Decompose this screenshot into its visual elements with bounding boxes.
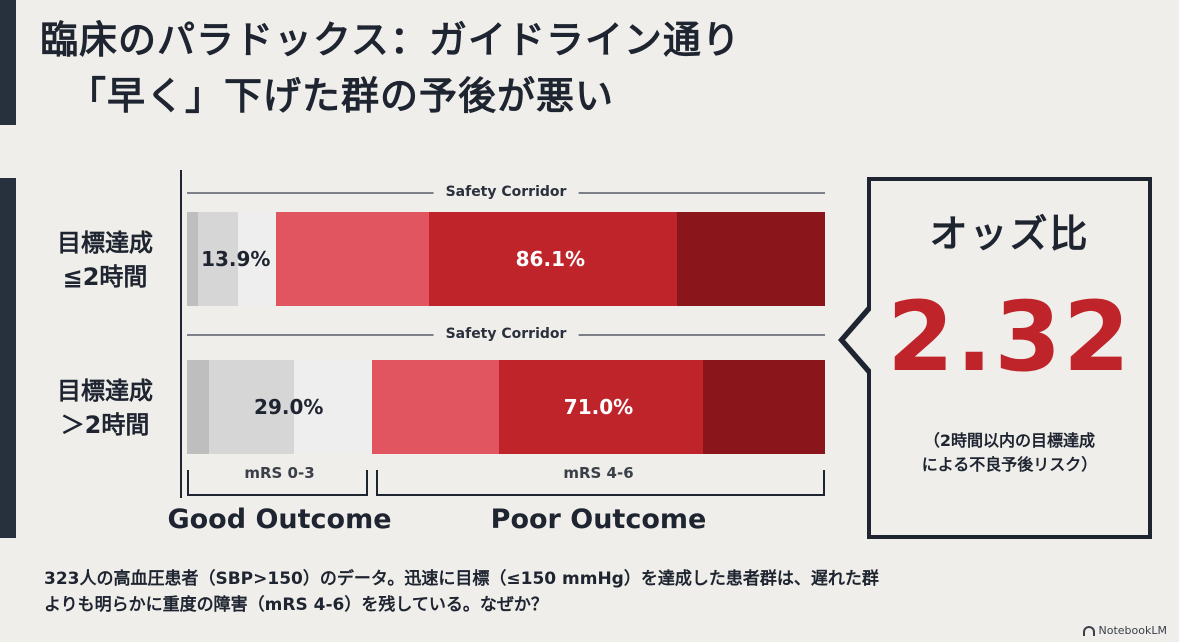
good-range-label: mRS 0-3 [244,464,315,482]
bar-value-label-good: 13.9% [201,247,271,271]
bar-segment-good [238,212,276,306]
bar-segment-poor [676,212,825,306]
safety-corridor-2: Safety Corridor [187,324,825,344]
title-line-2: 「早く」下げた群の予後が悪い [68,74,615,118]
odds-ratio-title: オッズ比 [929,212,1090,256]
callout-pointer-fill [845,308,873,372]
bar-value-label-good: 29.0% [254,395,324,419]
bar-segment-poor [498,360,703,454]
caption-line-1: 323人の高血圧患者（SBP>150）のデータ。迅速に目標（≤150 mmHg）… [44,569,879,589]
odds-note-line: （2時間以内の目標達成 [923,431,1096,450]
safety-corridor-1: Safety Corridor [187,182,825,202]
bar-segment-poor [275,212,430,306]
odds-ratio-note: （2時間以内の目標達成 による不良予後リスク） [871,429,1148,477]
row-label-line: 目標達成 [57,229,153,257]
corridor-label: Safety Corridor [433,324,579,344]
row-label-line: 目標達成 [57,377,153,405]
bar-segment-good [187,212,198,306]
poor-range-label: mRS 4-6 [563,464,634,482]
chart-axis-line [180,170,182,498]
bar-row-fast: 13.9% 86.1% [187,212,825,306]
bar-segment-good [187,360,210,454]
brand-name: NotebookLM [1098,624,1167,637]
bar-segment-poor [429,212,677,306]
slide-caption: 323人の高血圧患者（SBP>150）のデータ。迅速に目標（≤150 mmHg）… [44,566,879,618]
brand-watermark: NotebookLM [1082,624,1167,637]
stacked-bar-chart: Safety Corridor 目標達成 ≦2時間 13.9% 86.1% Saf… [0,160,840,550]
bar-segment-good [209,360,295,454]
good-outcome-label: Good Outcome [167,504,392,535]
title-line-1: 臨床のパラドックス：ガイドライン通り [40,18,741,62]
caption-line-2: よりも明らかに重度の障害（mRS 4-6）を残している。なぜか？ [44,595,548,615]
row-label-line: ≦2時間 [62,263,148,291]
poor-range-bracket [376,470,825,496]
poor-outcome-label: Poor Outcome [490,504,707,535]
odds-ratio-panel: オッズ比 2.32 （2時間以内の目標達成 による不良予後リスク） [867,177,1152,539]
slide-title: 臨床のパラドックス：ガイドライン通り 「早く」下げた群の予後が悪い [40,12,741,124]
bar-segment-poor [372,360,499,454]
good-range-bracket [187,470,369,496]
notebooklm-logo-icon [1082,625,1095,636]
bar-value-label-poor: 86.1% [515,247,586,271]
odds-note-line: による不良予後リスク） [921,455,1098,474]
bar-segment-poor [702,360,825,454]
bar-segment-good [294,360,372,454]
accent-bar-top [0,0,16,125]
bar-segment-good [197,212,239,306]
odds-ratio-value: 2.32 [887,281,1132,393]
bar-row-slow: 29.0% 71.0% [187,360,825,454]
corridor-label: Safety Corridor [433,182,579,202]
bar-value-label-poor: 71.0% [563,395,634,419]
row-label-line: ＞2時間 [60,411,150,439]
accent-bar-middle [0,178,16,538]
row-label-slow: 目標達成 ＞2時間 [40,374,170,442]
row-label-fast: 目標達成 ≦2時間 [40,226,170,294]
